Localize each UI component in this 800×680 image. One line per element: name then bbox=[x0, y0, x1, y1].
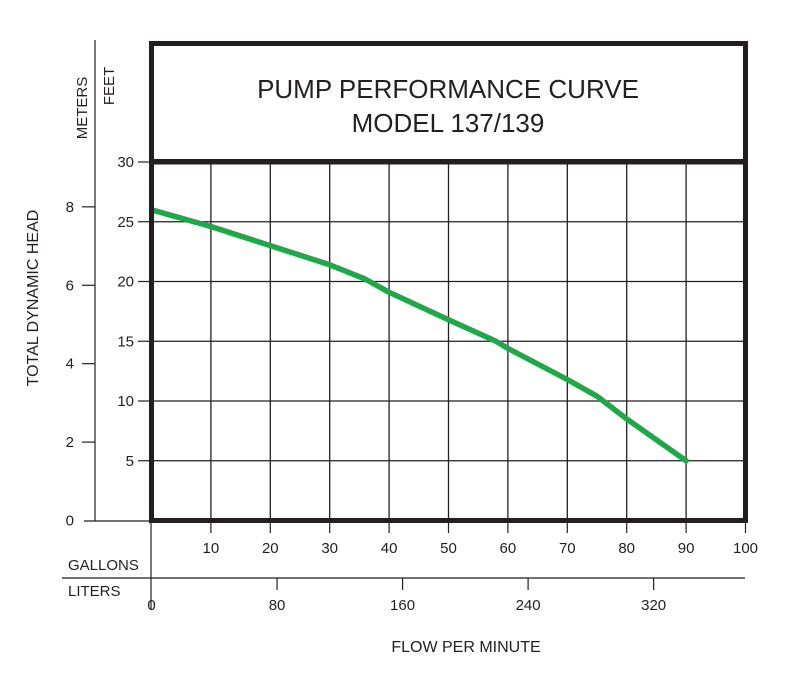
x-unit-liters: LITERS bbox=[68, 583, 121, 600]
feet-tick-label: 30 bbox=[117, 154, 134, 171]
liter-tick-label: 80 bbox=[269, 597, 286, 614]
x-unit-gallons: GALLONS bbox=[68, 557, 139, 574]
liter-tick-label: 320 bbox=[641, 597, 666, 614]
liter-tick-label: 0 bbox=[147, 597, 155, 614]
feet-tick-label: 25 bbox=[117, 214, 134, 231]
feet-tick-labels: 5 10 15 20 25 30 bbox=[117, 154, 152, 470]
gallon-tick-labels: 10 20 30 40 50 60 70 80 90 100 bbox=[203, 520, 758, 557]
chart-subtitle: MODEL 137/139 bbox=[352, 108, 545, 138]
meter-tick-label: 0 bbox=[66, 513, 74, 530]
meter-tick-label: 8 bbox=[66, 199, 74, 216]
plot-frame bbox=[149, 159, 748, 523]
y-unit-feet: FEET bbox=[101, 67, 118, 105]
liter-tick-label: 160 bbox=[390, 597, 415, 614]
y-axis-label: TOTAL DYNAMIC HEAD bbox=[25, 210, 42, 387]
x-axis-label: FLOW PER MINUTE bbox=[391, 639, 540, 656]
gallon-tick-label: 30 bbox=[321, 540, 338, 557]
meter-tick-label: 2 bbox=[66, 434, 74, 451]
meter-tick-label: 6 bbox=[66, 277, 74, 294]
gallon-tick-label: 40 bbox=[381, 540, 398, 557]
chart-title: PUMP PERFORMANCE CURVE bbox=[257, 74, 639, 104]
feet-tick-label: 15 bbox=[117, 333, 134, 350]
liter-tick-labels: 0 80 160 240 320 bbox=[147, 578, 666, 614]
gallon-tick-label: 20 bbox=[262, 540, 279, 557]
meter-tick-labels: 0 2 4 6 8 bbox=[66, 199, 95, 530]
y-unit-meters: METERS bbox=[74, 77, 91, 140]
gallon-tick-label: 50 bbox=[440, 540, 457, 557]
gallon-tick-label: 90 bbox=[678, 540, 695, 557]
grid bbox=[151, 162, 746, 521]
meter-tick-label: 4 bbox=[66, 356, 74, 373]
feet-tick-label: 10 bbox=[117, 393, 134, 410]
feet-tick-label: 20 bbox=[117, 274, 134, 291]
gallon-tick-label: 70 bbox=[559, 540, 576, 557]
gallon-tick-label: 10 bbox=[203, 540, 220, 557]
feet-tick-label: 5 bbox=[126, 453, 134, 470]
gallon-tick-label: 60 bbox=[500, 540, 517, 557]
liter-tick-label: 240 bbox=[516, 597, 541, 614]
gallon-tick-label: 100 bbox=[733, 540, 758, 557]
performance-curve bbox=[148, 207, 689, 464]
gallon-tick-label: 80 bbox=[618, 540, 635, 557]
